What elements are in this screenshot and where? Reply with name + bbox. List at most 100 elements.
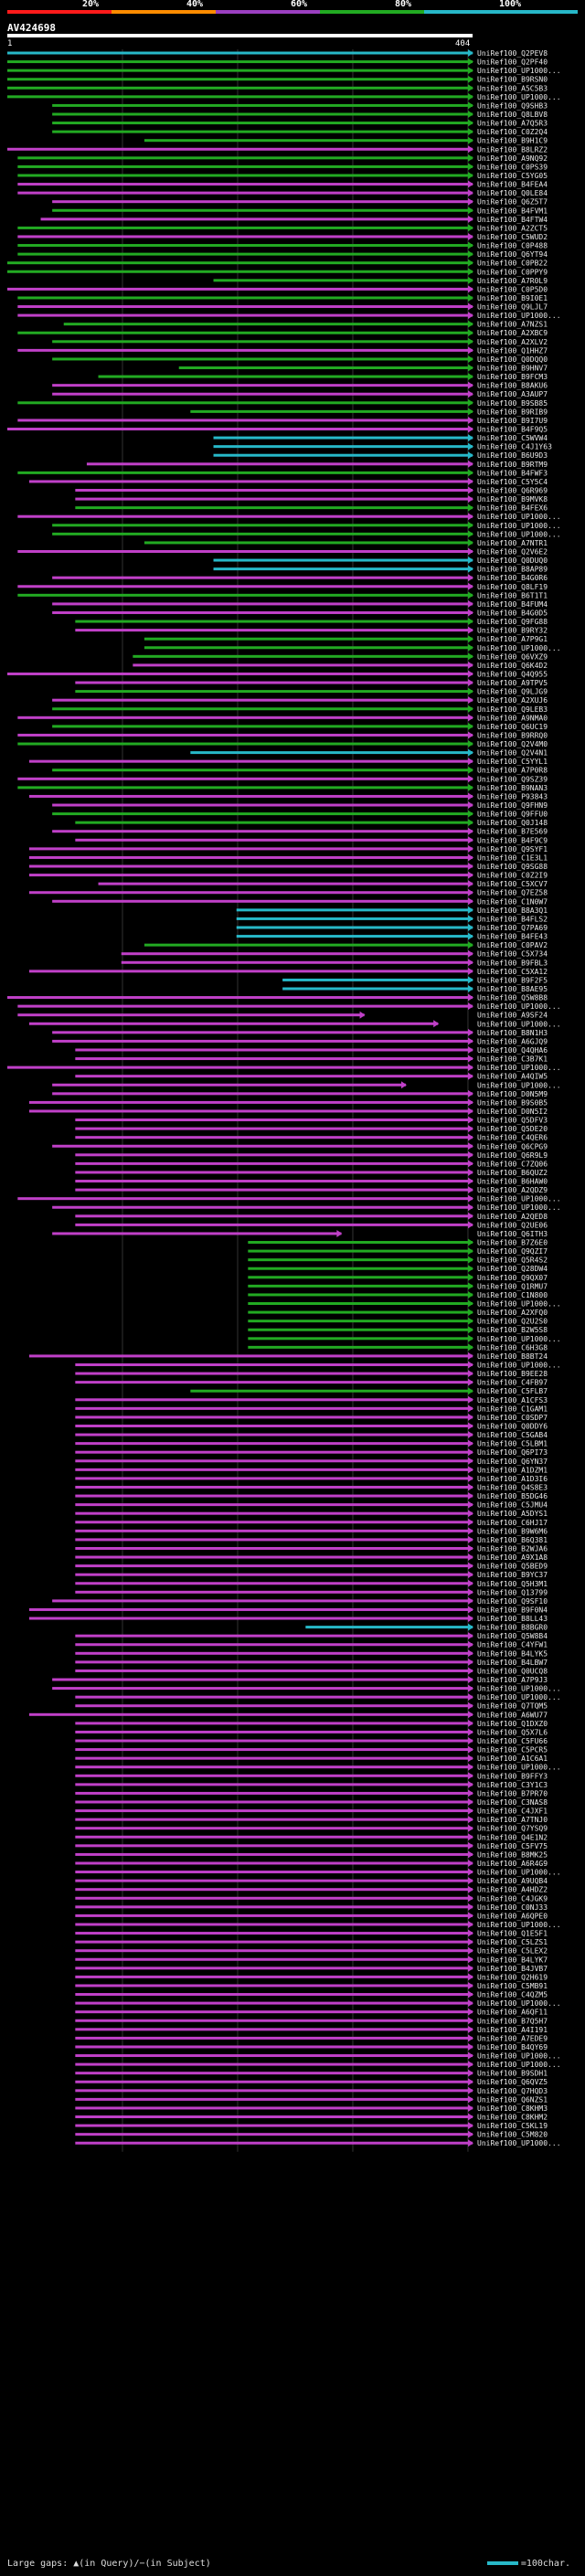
hit-label: UniRef100_B4G0R6 xyxy=(477,574,548,582)
hit-bar xyxy=(52,803,473,807)
hit-bar xyxy=(121,952,473,956)
hit-arrow xyxy=(468,1422,473,1430)
hit-label: UniRef100_C5KL19 xyxy=(477,2122,548,2130)
hit-bar xyxy=(75,1896,473,1900)
hit-arrow xyxy=(468,2139,473,2147)
hit-bar xyxy=(75,1861,473,1865)
hit-bar xyxy=(98,882,473,885)
hit-arrow xyxy=(468,1728,473,1736)
hit-bar xyxy=(75,1459,473,1463)
hit-bar xyxy=(52,769,473,772)
hit-label: UniRef100_B4LYK7 xyxy=(477,1956,548,1964)
hit-arrow xyxy=(468,1632,473,1640)
hit-label: UniRef100_B4FEA4 xyxy=(477,181,548,189)
hit-bar xyxy=(17,585,473,588)
hit-arrow xyxy=(468,1072,473,1080)
hit-bar xyxy=(75,1975,473,1978)
hit-label: UniRef100_Q0DDY6 xyxy=(477,1422,548,1430)
hit-arrow xyxy=(468,1544,473,1553)
hit-label: UniRef100_Q6Z5T7 xyxy=(477,198,548,207)
hit-label: UniRef100_Q2U2S0 xyxy=(477,1318,548,1326)
hit-bar xyxy=(75,1521,473,1524)
hit-arrow xyxy=(468,679,473,687)
hit-bar xyxy=(75,2133,473,2136)
hit-bar xyxy=(144,646,473,650)
hit-label: UniRef100_C1GAM1 xyxy=(477,1405,548,1413)
hit-bar xyxy=(75,1844,473,1848)
hit-bar xyxy=(75,1468,473,1471)
hit-bar xyxy=(17,419,473,422)
hit-bar xyxy=(282,978,473,981)
hit-bar xyxy=(213,558,473,562)
hit-bar xyxy=(75,681,473,684)
hit-arrow xyxy=(468,1693,473,1701)
hit-arrow xyxy=(468,1737,473,1745)
identity-color-legend: 20% 40% 60% 80% 100% xyxy=(0,0,585,15)
hit-arrow xyxy=(468,302,473,311)
hit-label: UniRef100_Q2UE06 xyxy=(477,1221,548,1229)
hit-bar xyxy=(75,1651,473,1655)
hit-label: UniRef100_Q4Q955 xyxy=(477,670,548,678)
hit-bar xyxy=(17,777,473,780)
hit-bar xyxy=(17,252,473,256)
hit-arrow xyxy=(468,364,473,372)
hit-arrow xyxy=(468,495,473,504)
hit-label: UniRef100_Q9QZI7 xyxy=(477,1247,548,1256)
hit-label: UniRef100_B9RY32 xyxy=(477,627,548,635)
hit-arrow xyxy=(468,1527,473,1535)
hit-label: UniRef100_B4FTW4 xyxy=(477,216,548,224)
hit-bar xyxy=(75,1888,473,1892)
hit-label: UniRef100_Q0UCQ8 xyxy=(477,1667,548,1675)
hit-arrow xyxy=(468,163,473,171)
hit-arrow xyxy=(468,1579,473,1587)
hit-bar xyxy=(75,1494,473,1498)
hit-label: UniRef100_Q0DUQ0 xyxy=(477,557,548,565)
hit-label: UniRef100_B4FUM4 xyxy=(477,600,548,609)
hit-arrow xyxy=(468,2113,473,2121)
hit-bar xyxy=(75,2019,473,2022)
hit-arrow xyxy=(468,1413,473,1421)
hit-bar xyxy=(75,1555,473,1559)
hit-bar xyxy=(52,200,473,204)
hit-arrow xyxy=(468,1623,473,1631)
hit-bar xyxy=(248,1241,473,1245)
hit-arrow xyxy=(468,1334,473,1342)
hit-bar xyxy=(52,899,473,903)
hit-bar xyxy=(144,139,473,143)
hit-label: UniRef100_A9TPV5 xyxy=(477,679,548,687)
hit-label: UniRef100_A7P0R8 xyxy=(477,767,548,775)
hit-label: UniRef100_B9FFY3 xyxy=(477,1772,548,1780)
hit-bar xyxy=(52,725,473,728)
hit-label: UniRef100_Q2PF40 xyxy=(477,58,548,67)
hit-label: UniRef100_A7P9G1 xyxy=(477,635,548,643)
hit-arrow xyxy=(468,547,473,556)
hit-bar xyxy=(17,733,473,737)
hit-label: UniRef100_A2QED8 xyxy=(477,1213,548,1221)
hit-bar xyxy=(52,1205,473,1209)
hit-label: UniRef100_A9NQ92 xyxy=(477,154,548,163)
hit-arrow xyxy=(468,810,473,818)
hit-label: UniRef100_C0P488 xyxy=(477,242,548,250)
hit-arrow xyxy=(468,906,473,914)
hit-bar xyxy=(75,1372,473,1375)
hit-arrow xyxy=(468,373,473,381)
legend-swatch-green xyxy=(320,10,424,14)
hit-arrow xyxy=(468,565,473,573)
hit-arrow xyxy=(468,398,473,407)
hit-label: UniRef100_B8AP89 xyxy=(477,566,548,574)
hit-arrow xyxy=(468,582,473,590)
hit-label: UniRef100_B4JVB7 xyxy=(477,1965,548,1973)
hit-arrow xyxy=(468,1841,473,1850)
hit-arrow xyxy=(468,1562,473,1570)
hit-label: UniRef100_Q28DW4 xyxy=(477,1265,548,1273)
hit-arrow xyxy=(468,337,473,345)
hit-arrow xyxy=(468,486,473,494)
query-end: 404 xyxy=(455,39,471,48)
hit-arrow xyxy=(468,993,473,1002)
hit-bar xyxy=(52,1599,473,1603)
hit-label: UniRef100_Q8LF19 xyxy=(477,583,548,591)
hit-label: UniRef100_C0PB22 xyxy=(477,260,548,268)
hit-label: UniRef100_B4F9Q5 xyxy=(477,426,548,434)
hit-arrow xyxy=(468,932,473,940)
hit-bar xyxy=(248,1345,473,1349)
